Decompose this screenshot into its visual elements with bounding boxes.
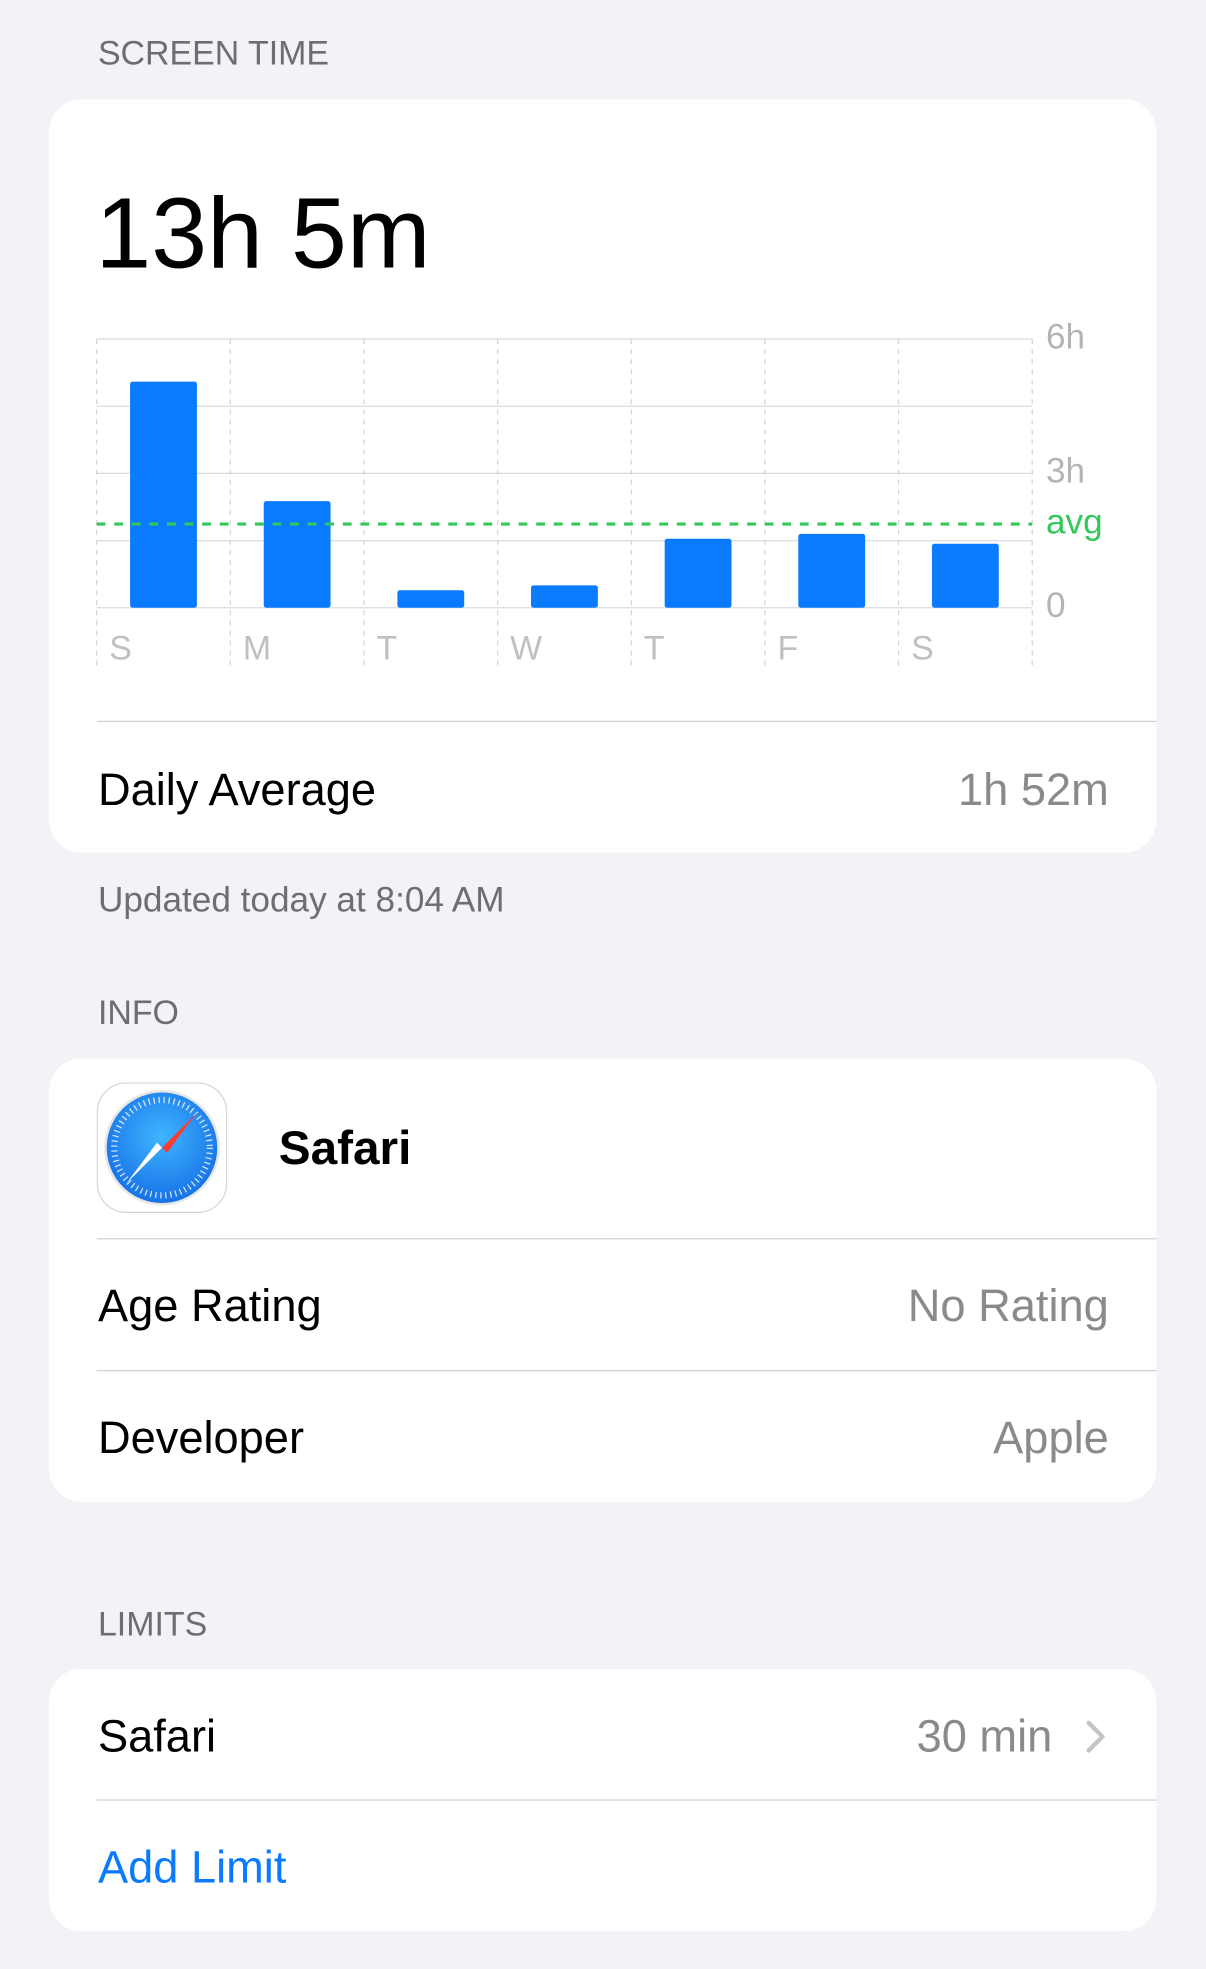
separator: [96, 720, 1157, 723]
app-name: Safari: [278, 1122, 412, 1176]
info-card: [48, 1058, 1157, 1502]
row-value: Apple: [993, 1411, 1109, 1463]
row-value: 1h 52m: [958, 763, 1109, 815]
section-header: INFO: [97, 993, 179, 1032]
bar: [130, 381, 197, 608]
bar: [798, 533, 866, 608]
row-label: Age Rating: [97, 1279, 322, 1332]
bar: [931, 543, 999, 608]
y-tick-label: 6h: [1046, 317, 1085, 356]
separator: [96, 1369, 1157, 1372]
x-tick-label: W: [510, 629, 542, 667]
x-tick-label: T: [377, 629, 398, 667]
x-tick-label: M: [243, 629, 271, 667]
section-header: SCREEN TIME: [97, 34, 330, 73]
y-tick-label: 3h: [1046, 452, 1085, 491]
section-header: LIMITS: [97, 1605, 208, 1644]
total-time: 13h 5m: [95, 177, 431, 289]
average-label: avg: [1046, 502, 1103, 541]
separator: [96, 1799, 1157, 1801]
row-value: No Rating: [907, 1279, 1109, 1332]
row-label: Developer: [97, 1411, 304, 1463]
separator: [96, 1238, 1157, 1240]
bar: [664, 538, 732, 608]
app-icon: [96, 1082, 228, 1213]
chevron[interactable]: [1084, 1719, 1109, 1754]
bar: [531, 585, 598, 608]
x-tick-label: F: [777, 629, 798, 667]
y-tick-label: 0: [1046, 586, 1066, 625]
x-tick-label: S: [109, 629, 132, 667]
limit-value[interactable]: 30 min: [916, 1710, 1053, 1762]
bar: [263, 501, 331, 608]
screen-time-card: [48, 99, 1157, 853]
footer-note: Updated today at 8:04 AM: [97, 880, 505, 920]
x-tick-label: S: [911, 629, 934, 667]
x-tick-label: T: [644, 629, 665, 667]
limit-label[interactable]: Safari: [97, 1710, 217, 1762]
row-label: Daily Average: [97, 763, 377, 815]
add-limit-button[interactable]: Add Limit: [97, 1840, 287, 1893]
bar: [397, 590, 465, 608]
